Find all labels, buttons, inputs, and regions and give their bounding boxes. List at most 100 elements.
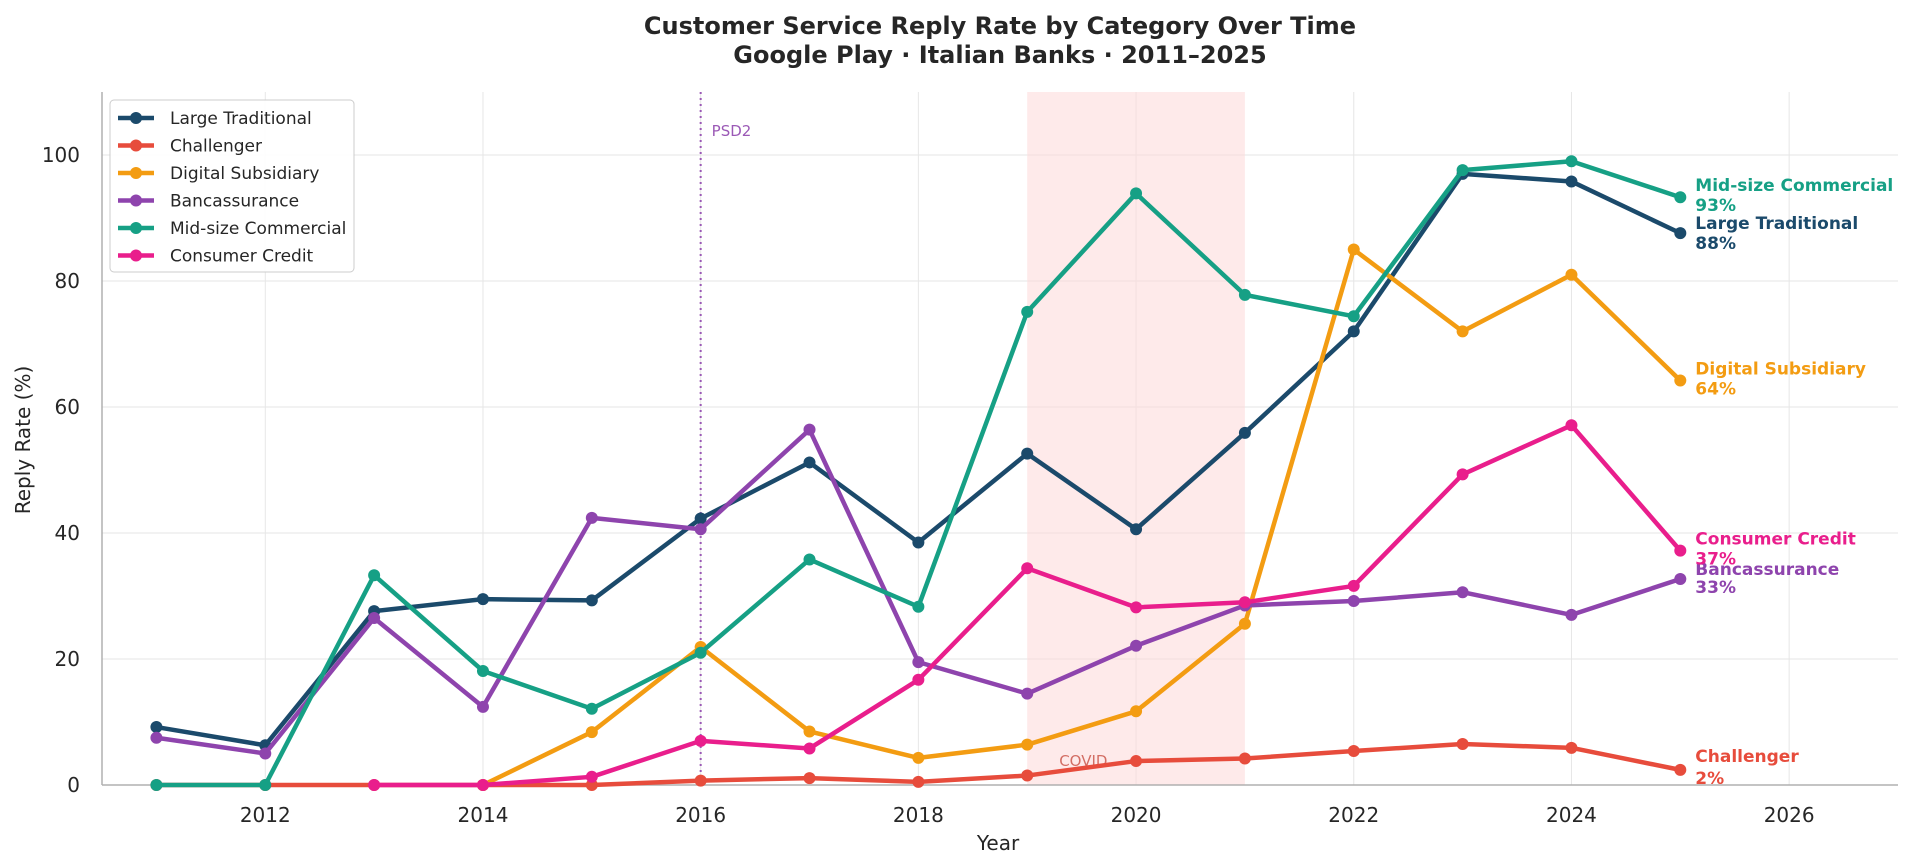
data-point	[1130, 639, 1143, 652]
data-point	[476, 664, 489, 677]
data-point	[1565, 155, 1578, 168]
data-point	[1238, 752, 1251, 765]
data-point	[912, 600, 925, 613]
axes: 2012 2014 2016 2018 2020 2022 2024 2026 0 20 40 60 8…	[42, 92, 1898, 827]
y-tick-label: 20	[55, 647, 80, 671]
data-point	[1674, 227, 1687, 240]
data-point	[476, 593, 489, 606]
data-point	[1021, 447, 1034, 460]
end-label-name: Mid-size Commercial	[1695, 176, 1893, 196]
legend-swatch-marker	[130, 167, 142, 179]
data-point	[912, 673, 925, 686]
data-point	[585, 726, 598, 739]
data-point	[259, 747, 272, 760]
data-point	[912, 751, 925, 764]
x-tick-label: 2016	[675, 803, 726, 827]
end-label-value: 88%	[1695, 234, 1736, 254]
data-point	[1130, 705, 1143, 718]
legend-label: Bancassurance	[170, 192, 299, 212]
data-point	[150, 731, 163, 744]
data-point	[912, 536, 925, 549]
legend-swatch-marker	[130, 222, 142, 234]
data-point	[585, 511, 598, 524]
data-point	[803, 772, 816, 785]
data-point	[259, 779, 272, 791]
data-point	[476, 779, 489, 791]
end-label-name: Bancassurance	[1695, 560, 1839, 580]
end-label-value: 2%	[1695, 769, 1724, 789]
data-point	[1674, 191, 1687, 204]
data-point	[912, 656, 925, 669]
data-point	[803, 725, 816, 738]
data-point	[1238, 426, 1251, 439]
data-point	[150, 779, 163, 791]
data-point	[1456, 586, 1469, 599]
x-tick-label: 2024	[1546, 803, 1597, 827]
data-point	[1130, 523, 1143, 536]
legend-swatch-marker	[130, 249, 142, 262]
y-tick-label: 0	[67, 773, 80, 797]
data-point	[1565, 419, 1578, 432]
x-tick-label: 2018	[893, 803, 944, 827]
x-tick-label: 2014	[458, 803, 509, 827]
data-point	[368, 569, 381, 582]
data-point	[803, 553, 816, 566]
x-tick-label: 2012	[240, 803, 291, 827]
data-point	[1347, 595, 1360, 608]
grid-lines	[102, 92, 1898, 786]
covid-band	[1027, 92, 1245, 785]
data-point	[694, 646, 707, 659]
data-point	[1021, 562, 1034, 575]
end-label-name: Digital Subsidiary	[1695, 360, 1866, 380]
y-tick-label: 40	[55, 521, 80, 545]
data-point	[694, 512, 707, 525]
data-point	[1021, 305, 1034, 318]
chart-subtitle: Google Play · Italian Banks · 2011–2025	[733, 41, 1266, 69]
data-point	[368, 779, 381, 791]
end-label-value: 64%	[1695, 380, 1736, 400]
y-axis-label: Reply Rate (%)	[11, 366, 35, 515]
chart-title: Customer Service Reply Rate by Category …	[644, 12, 1356, 40]
end-label-name: Consumer Credit	[1695, 530, 1856, 550]
end-label-value: 93%	[1695, 196, 1736, 216]
data-point	[803, 423, 816, 436]
data-point	[1674, 374, 1687, 387]
data-point	[585, 770, 598, 783]
data-point	[476, 700, 489, 713]
series-mid-size-commercial	[150, 155, 1687, 791]
legend-swatch-marker	[130, 194, 142, 207]
legend-label: Large Traditional	[170, 109, 312, 129]
data-point	[803, 742, 816, 755]
data-point	[1674, 763, 1687, 776]
legend-swatch-marker	[130, 139, 142, 152]
data-point	[585, 702, 598, 715]
end-label-value: 37%	[1695, 550, 1736, 570]
x-tick-label: 2026	[1764, 803, 1815, 827]
data-point	[1456, 325, 1469, 338]
series-lines	[150, 155, 1687, 791]
series-consumer-credit	[368, 419, 1687, 791]
data-point	[1565, 175, 1578, 188]
data-point	[585, 594, 598, 607]
data-point	[694, 734, 707, 747]
data-point	[1130, 601, 1143, 614]
data-point	[1347, 579, 1360, 592]
legend-swatch-marker	[130, 112, 142, 124]
data-point	[1021, 769, 1034, 782]
data-point	[1565, 608, 1578, 621]
legend-label: Digital Subsidiary	[170, 164, 319, 184]
data-point	[1238, 288, 1251, 301]
end-label-name: Large Traditional	[1695, 214, 1858, 234]
y-tick-label: 60	[55, 395, 80, 419]
data-point	[1238, 596, 1251, 609]
data-point	[1456, 738, 1469, 751]
x-axis-label: Year	[976, 831, 1020, 855]
x-tick-label: 2022	[1328, 803, 1379, 827]
data-point	[694, 774, 707, 787]
series-bancassurance	[150, 423, 1687, 760]
y-tick-label: 100	[42, 143, 80, 167]
